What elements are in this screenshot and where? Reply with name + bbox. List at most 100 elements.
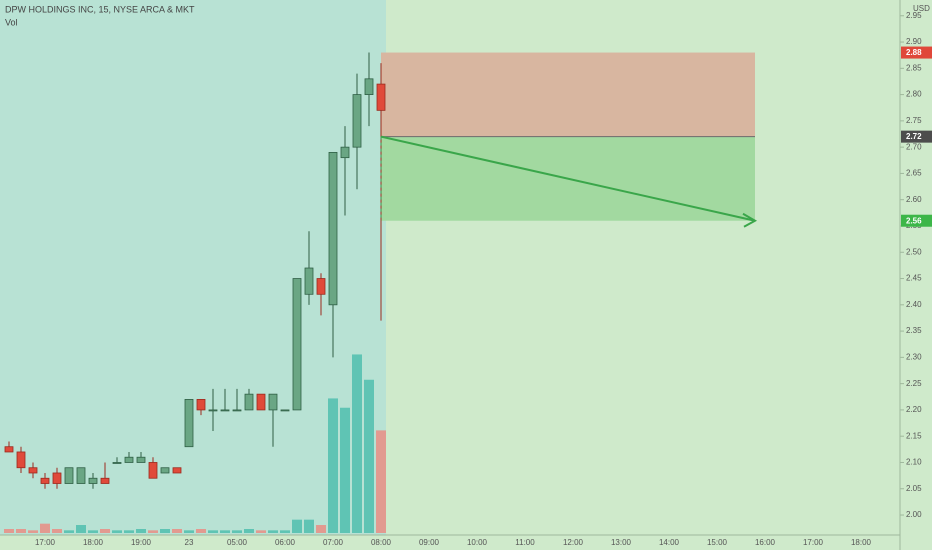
x-tick-label: 12:00 [563, 538, 584, 547]
candle-body [76, 467, 86, 484]
y-tick-label: 2.25 [906, 379, 922, 388]
y-tick-label: 2.95 [906, 11, 922, 20]
candle-body [340, 146, 350, 159]
candle-body [316, 278, 326, 295]
candle-body [244, 393, 254, 411]
x-tick-label: 05:00 [227, 538, 248, 547]
volume-bar [88, 530, 98, 533]
volume-bar [196, 529, 206, 533]
price-badge-label: 2.72 [906, 132, 922, 141]
candle-body [100, 477, 110, 484]
x-tick-label: 23 [185, 538, 194, 547]
y-tick-label: 2.15 [906, 431, 922, 440]
y-tick-label: 2.60 [906, 195, 922, 204]
volume-label: Vol [5, 17, 18, 27]
candle-body [364, 78, 374, 95]
volume-bar [328, 398, 338, 533]
volume-bar [64, 530, 74, 533]
volume-bar [172, 529, 182, 533]
x-tick-label: 13:00 [611, 538, 632, 547]
x-tick-label: 18:00 [851, 538, 872, 547]
price-badge-label: 2.56 [906, 216, 922, 225]
candle-body [220, 409, 230, 412]
y-tick-label: 2.40 [906, 300, 922, 309]
candle-body [4, 446, 14, 453]
candle-body [64, 467, 74, 484]
volume-bar [148, 530, 158, 533]
candle-body [16, 451, 26, 469]
candle-body [280, 409, 290, 412]
x-tick-label: 16:00 [755, 538, 776, 547]
volume-bar [376, 430, 386, 533]
volume-bar [136, 529, 146, 533]
y-tick-label: 2.75 [906, 116, 922, 125]
volume-bar [112, 530, 122, 533]
price-badge [901, 214, 932, 227]
candle-body [52, 472, 62, 484]
x-tick-label: 14:00 [659, 538, 680, 547]
volume-bar [184, 530, 194, 533]
volume-bar [304, 519, 314, 533]
y-tick-label: 2.10 [906, 458, 922, 467]
candle-body [196, 399, 206, 411]
price-badge [901, 130, 932, 143]
x-tick-label: 11:00 [515, 538, 535, 547]
volume-bar [280, 530, 290, 533]
volume-bar [160, 529, 170, 533]
y-tick-label: 2.50 [906, 247, 922, 256]
y-tick-label: 2.90 [906, 37, 922, 46]
currency-label: USD [913, 4, 930, 13]
x-tick-label: 07:00 [323, 538, 344, 547]
volume-bar [220, 530, 230, 533]
candle-body [184, 399, 194, 448]
x-tick-label: 19:00 [131, 538, 152, 547]
candle-body [40, 477, 50, 484]
volume-bar [340, 407, 350, 533]
volume-bar [316, 525, 326, 533]
price-badge [901, 46, 932, 59]
y-tick-label: 2.80 [906, 90, 922, 99]
volume-bar [244, 529, 254, 533]
candle-body [376, 83, 386, 111]
y-tick-label: 2.05 [906, 484, 922, 493]
candle-body [304, 267, 314, 295]
candle-body [148, 462, 158, 479]
x-tick-label: 17:00 [803, 538, 824, 547]
volume-bar [16, 529, 26, 533]
arrow-head [742, 212, 758, 228]
candle-body [268, 393, 278, 411]
volume-bar [364, 379, 374, 533]
volume-bar [28, 530, 38, 533]
y-tick-label: 2.30 [906, 352, 922, 361]
volume-bar [100, 529, 110, 533]
y-tick-label: 2.00 [906, 510, 922, 519]
volume-bar [4, 529, 14, 533]
x-tick-label: 09:00 [419, 538, 440, 547]
trend-arrow [380, 135, 756, 222]
volume-bar [76, 525, 86, 533]
price-badge-label: 2.88 [906, 48, 922, 57]
x-tick-label: 18:00 [83, 538, 104, 547]
candle-body [352, 94, 362, 148]
volume-bar [40, 523, 50, 533]
candle-body [256, 393, 266, 411]
candle-body [88, 477, 98, 484]
volume-bar [292, 519, 302, 533]
candle-body [232, 409, 242, 412]
y-tick-label: 2.35 [906, 326, 922, 335]
stop-zone [381, 52, 755, 137]
y-tick-label: 2.70 [906, 142, 922, 151]
volume-bar [232, 530, 242, 533]
candle-body [28, 467, 38, 474]
volume-bar [124, 530, 134, 533]
x-tick-label: 17:00 [35, 538, 56, 547]
x-tick-label: 15:00 [707, 538, 728, 547]
volume-bar [52, 529, 62, 533]
candle-body [292, 278, 302, 411]
candle-body [112, 462, 122, 464]
volume-bar [268, 530, 278, 533]
y-tick-label: 2.85 [906, 63, 922, 72]
candle-body [160, 467, 170, 474]
volume-bar [352, 354, 362, 533]
candle-body [172, 467, 182, 474]
